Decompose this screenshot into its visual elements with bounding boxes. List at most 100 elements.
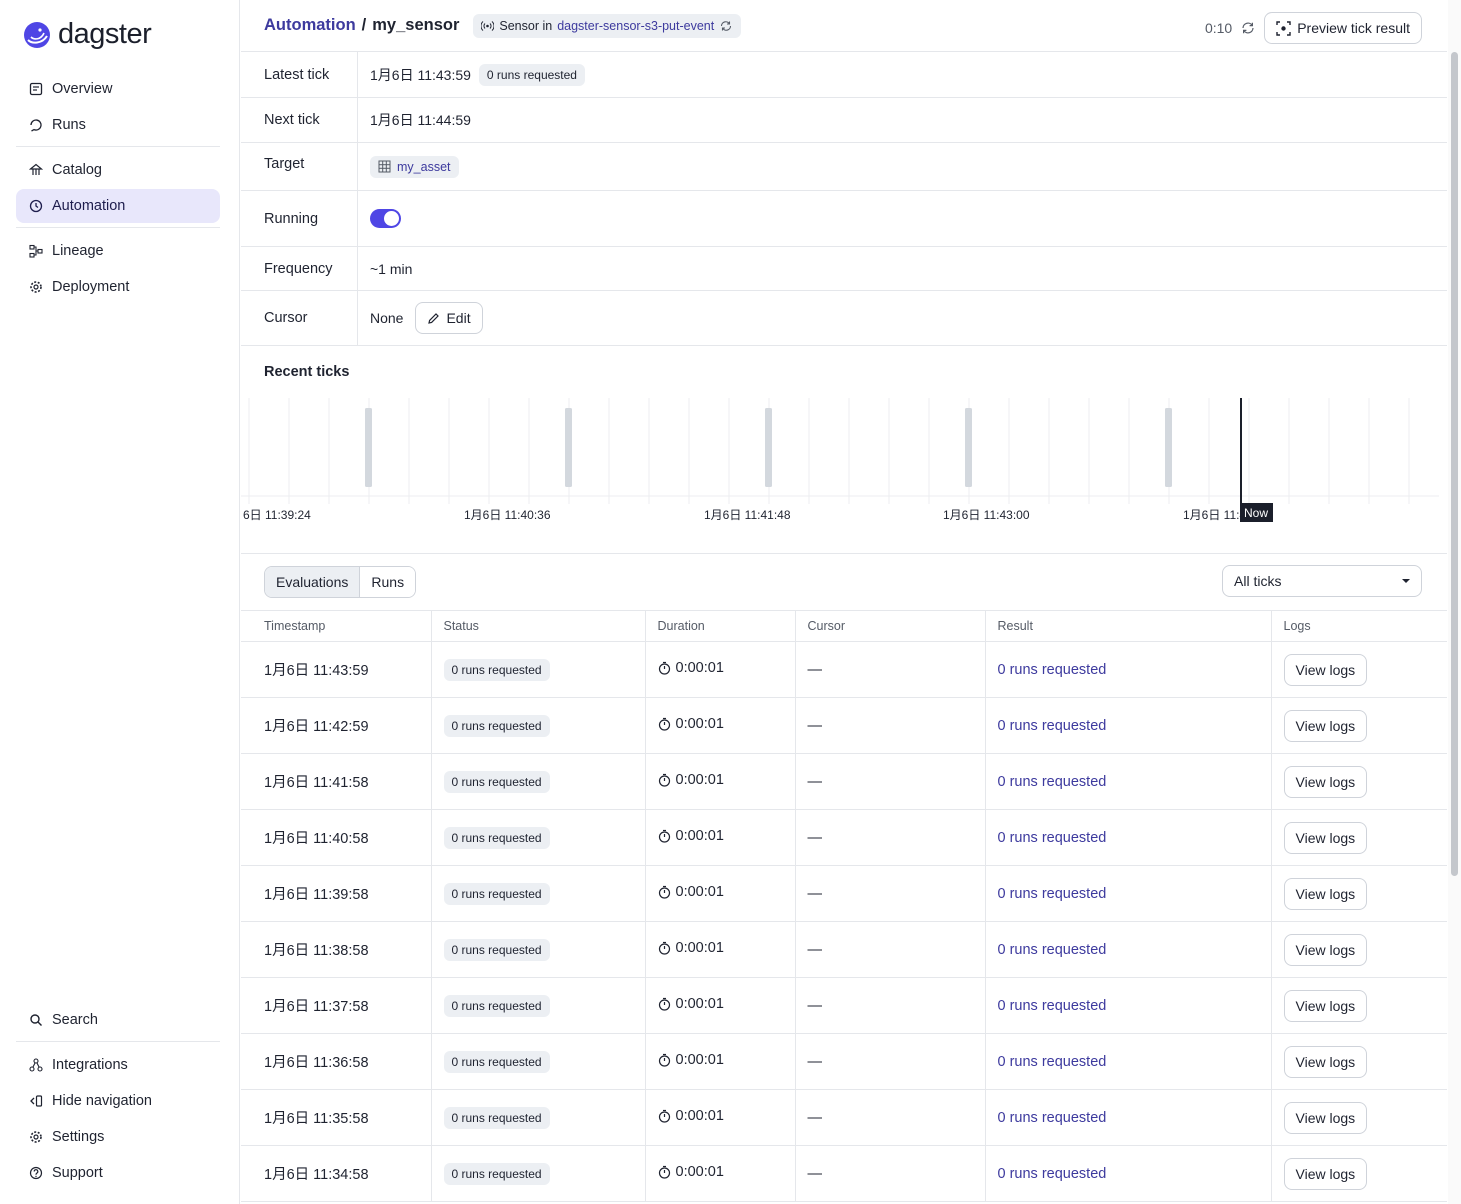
tick-bar[interactable] [965, 408, 972, 487]
tick-bar[interactable] [565, 408, 572, 487]
stopwatch-icon [658, 941, 670, 955]
reload-icon[interactable] [719, 20, 733, 32]
view-logs-button[interactable]: View logs [1283, 1101, 1368, 1134]
duration: 0:00:01 [658, 772, 724, 788]
tick-timestamp: 1月6日 11:37:58 [241, 977, 431, 1034]
stopwatch-icon [658, 1053, 670, 1067]
edit-button-label: Edit [446, 310, 471, 326]
timeline-axis-label: 1月6日 11:41:48 [704, 508, 791, 522]
tick-status-cell: 0 runs requested [430, 865, 645, 922]
sidebar-item-automation[interactable]: Automation [16, 189, 220, 223]
sidebar-item-hide-navigation[interactable]: Hide navigation [16, 1084, 220, 1118]
sidebar-item-deployment[interactable]: Deployment [16, 270, 220, 304]
status-badge: 0 runs requested [443, 1162, 550, 1185]
property-label: Next tick [241, 98, 358, 142]
pencil-icon [428, 312, 440, 324]
view-logs-button[interactable]: View logs [1283, 1157, 1368, 1190]
tick-bar[interactable] [1165, 408, 1172, 487]
sidebar-item-lineage[interactable]: Lineage [16, 234, 220, 268]
tick-result-cell: 0 runs requested [984, 1145, 1271, 1202]
sidebar-item-support[interactable]: Support [16, 1156, 220, 1190]
status-badge: 0 runs requested [443, 770, 550, 793]
view-logs-button[interactable]: View logs [1283, 709, 1368, 742]
tick-status-cell: 0 runs requested [430, 1033, 645, 1090]
column-header-timestamp: Timestamp [241, 610, 431, 642]
status-badge: 0 runs requested [443, 938, 550, 961]
target-asset-link[interactable]: my_asset [370, 155, 459, 178]
table-row: 1月6日 11:37:58 0 runs requested 0:00:01 —… [241, 977, 1447, 1034]
sidebar-item-overview[interactable]: Overview [16, 72, 220, 106]
tick-duration-cell: 0:00:01 [644, 1033, 795, 1090]
tick-timestamp: 1月6日 11:43:59 [241, 641, 431, 698]
sidebar-item-search[interactable]: Search [16, 1003, 220, 1037]
tick-result-link[interactable]: 0 runs requested [997, 1053, 1107, 1070]
tick-result-link[interactable]: 0 runs requested [997, 773, 1107, 790]
sensor-location-tag: Sensor in dagster-sensor-s3-put-event [473, 13, 742, 38]
dagster-logo[interactable]: dagster [22, 18, 152, 51]
sidebar-item-label: Support [52, 1165, 103, 1181]
tick-cursor: — [794, 1033, 985, 1090]
view-logs-button[interactable]: View logs [1283, 877, 1368, 910]
refresh-icon[interactable] [1240, 21, 1256, 35]
tick-status-cell: 0 runs requested [430, 1145, 645, 1202]
tick-duration-cell: 0:00:01 [644, 865, 795, 922]
stopwatch-icon [658, 773, 670, 787]
view-logs-button[interactable]: View logs [1283, 1045, 1368, 1078]
property-label: Latest tick [241, 52, 358, 97]
table-row: 1月6日 11:39:58 0 runs requested 0:00:01 —… [241, 865, 1447, 922]
edit-cursor-button[interactable]: Edit [415, 302, 483, 334]
tick-result-link[interactable]: 0 runs requested [997, 885, 1107, 902]
sidebar-item-runs[interactable]: Runs [16, 108, 220, 142]
lineage-icon [28, 243, 44, 259]
tick-logs-cell: View logs [1270, 865, 1447, 922]
duration-value: 0:00:01 [675, 1052, 724, 1068]
tick-result-link[interactable]: 0 runs requested [997, 1109, 1107, 1126]
now-marker-label: Now [1244, 506, 1268, 520]
scrollbar-thumb[interactable] [1451, 52, 1458, 876]
tick-result-link[interactable]: 0 runs requested [997, 717, 1107, 734]
tick-result-link[interactable]: 0 runs requested [997, 997, 1107, 1014]
preview-tick-result-button[interactable]: Preview tick result [1264, 12, 1422, 44]
stopwatch-icon [658, 661, 670, 675]
tick-result-link[interactable]: 0 runs requested [997, 829, 1107, 846]
duration: 0:00:01 [658, 828, 724, 844]
table-row: 1月6日 11:41:58 0 runs requested 0:00:01 —… [241, 753, 1447, 810]
view-logs-button[interactable]: View logs [1283, 765, 1368, 798]
tab-runs[interactable]: Runs [360, 567, 416, 597]
stopwatch-icon [658, 717, 670, 731]
code-location-link[interactable]: dagster-sensor-s3-put-event [557, 18, 715, 33]
sidebar-item-label: Integrations [52, 1057, 128, 1073]
tick-bar[interactable] [765, 408, 772, 487]
tick-duration-cell: 0:00:01 [644, 697, 795, 754]
duration-value: 0:00:01 [675, 996, 724, 1012]
refresh-countdown: 0:10 [1204, 20, 1233, 36]
search-icon [28, 1012, 44, 1028]
ticks-table: Timestamp Status Duration Cursor Result … [241, 610, 1447, 1202]
view-logs-button[interactable]: View logs [1283, 989, 1368, 1022]
tick-bar[interactable] [365, 408, 372, 487]
tick-result-link[interactable]: 0 runs requested [997, 941, 1107, 958]
tick-cursor: — [794, 641, 985, 698]
sidebar-item-label: Lineage [52, 243, 104, 259]
running-toggle[interactable] [370, 209, 401, 228]
tick-status-filter[interactable]: All ticks [1222, 565, 1422, 597]
view-logs-button[interactable]: View logs [1283, 933, 1368, 966]
next-tick-time: 1月6日 11:44:59 [370, 112, 471, 128]
view-logs-button[interactable]: View logs [1283, 653, 1368, 686]
tick-cursor: — [794, 921, 985, 978]
settings-icon [28, 1129, 44, 1145]
sidebar-item-settings[interactable]: Settings [16, 1120, 220, 1154]
page-scrollbar[interactable] [1448, 0, 1461, 1204]
tick-timestamp: 1月6日 11:35:58 [241, 1089, 431, 1146]
duration-value: 0:00:01 [675, 828, 724, 844]
table-row: 1月6日 11:40:58 0 runs requested 0:00:01 —… [241, 809, 1447, 866]
view-logs-button[interactable]: View logs [1283, 821, 1368, 854]
tick-result-link[interactable]: 0 runs requested [997, 1165, 1107, 1182]
breadcrumb-automation-link[interactable]: Automation [264, 16, 356, 34]
tick-result-link[interactable]: 0 runs requested [997, 661, 1107, 678]
sensor-icon [481, 20, 495, 31]
tab-evaluations[interactable]: Evaluations [265, 567, 361, 597]
sidebar-item-catalog[interactable]: Catalog [16, 153, 220, 187]
sidebar-item-integrations[interactable]: Integrations [16, 1048, 220, 1082]
sidebar-item-label: Search [52, 1012, 98, 1028]
